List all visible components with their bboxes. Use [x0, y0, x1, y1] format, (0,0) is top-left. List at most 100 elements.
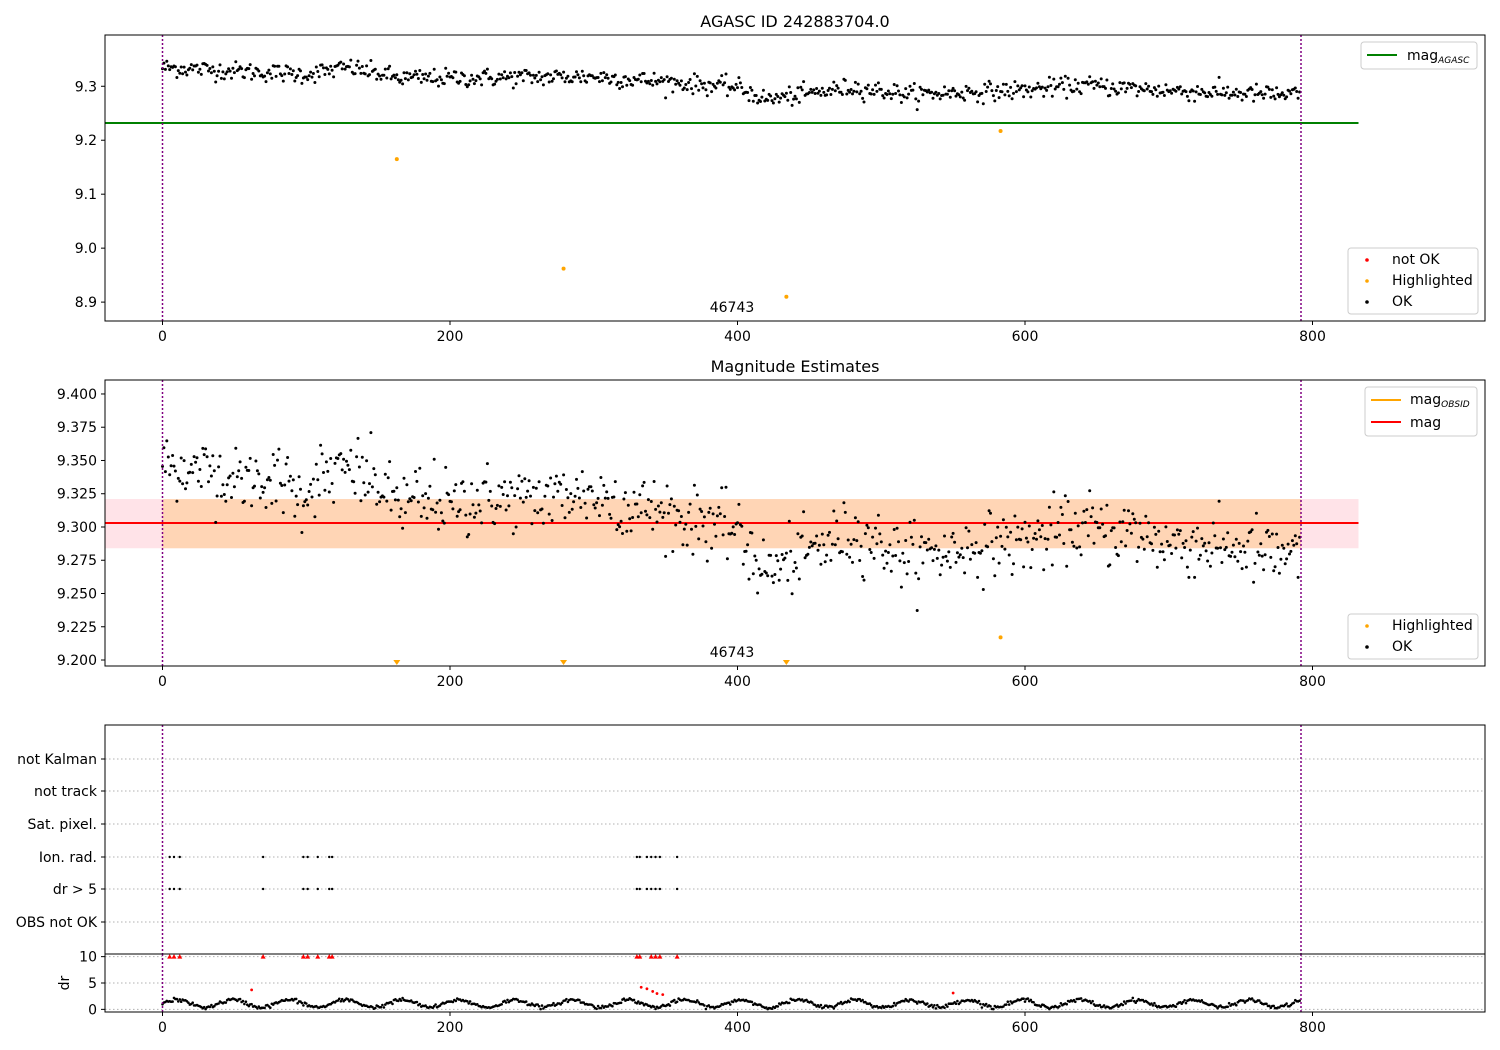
ok-point [1253, 93, 1257, 97]
ok-point [964, 526, 968, 530]
ok-point [606, 496, 610, 500]
dr-point [992, 1007, 995, 1011]
ok-point [720, 74, 724, 78]
dr-point [848, 1000, 851, 1004]
ok-point [967, 86, 971, 90]
ok-point [649, 500, 653, 503]
ok-point [277, 64, 281, 68]
ok-point [615, 83, 619, 87]
ok-point [848, 555, 852, 559]
ok-point [674, 82, 678, 86]
ok-point [651, 527, 655, 531]
ok-point [1152, 525, 1156, 529]
ok-point [530, 522, 534, 526]
ok-point [168, 473, 172, 477]
ok-point [1128, 522, 1132, 526]
ok-point [577, 496, 581, 500]
ok-point [771, 101, 775, 105]
ok-point [902, 95, 906, 99]
ok-point [569, 492, 573, 496]
ok-point [527, 71, 531, 75]
dr-clipped-marker [167, 954, 173, 959]
ok-point [690, 87, 693, 91]
dr-point [675, 1000, 679, 1004]
ok-point [425, 78, 429, 82]
ok-point [1022, 95, 1026, 99]
ok-point [395, 73, 399, 77]
ok-point [342, 457, 346, 461]
ok-point [1292, 543, 1296, 547]
dr-point [346, 998, 350, 1001]
ok-point [293, 514, 297, 518]
ok-point [240, 476, 244, 480]
ok-point [301, 504, 305, 508]
ok-point [1049, 523, 1053, 527]
ok-point [1000, 90, 1004, 94]
ok-point [1240, 567, 1244, 571]
ok-point [1170, 91, 1174, 95]
ok-point [684, 83, 688, 86]
ok-point [395, 486, 399, 490]
panel2-ytick-label: 9.400 [57, 387, 97, 403]
ok-point [339, 60, 343, 64]
ok-point [554, 474, 558, 478]
ok-point [858, 92, 862, 96]
panel2-xtick-label: 0 [158, 674, 167, 690]
ok-point [598, 514, 601, 518]
ok-point [786, 98, 790, 102]
ok-point [882, 566, 886, 570]
ok-point [386, 476, 390, 480]
dr-point [379, 1005, 383, 1009]
ok-point [215, 494, 219, 498]
ok-point [1050, 563, 1054, 567]
ok-point [198, 67, 202, 71]
ok-point [659, 501, 663, 505]
dr-point [204, 1007, 207, 1011]
ok-point [1026, 90, 1030, 94]
ok-point [1137, 90, 1141, 93]
ok-point [185, 481, 189, 485]
dr-point [776, 1005, 780, 1008]
ok-point [253, 484, 256, 488]
ok-point [500, 485, 504, 489]
dr-point [673, 998, 676, 1002]
ok-point [697, 537, 701, 541]
panel1-ytick-label: 9.1 [75, 187, 97, 203]
ok-point [675, 79, 679, 83]
ok-point [520, 71, 524, 75]
ok-point [1252, 580, 1256, 584]
ok-point [1144, 82, 1148, 86]
ok-point [376, 490, 380, 494]
highlighted-point [998, 635, 1003, 640]
ok-point [537, 480, 541, 484]
panel2-ytick-label: 9.300 [57, 520, 97, 536]
ok-point [813, 92, 817, 95]
panel1-xtick-label: 400 [724, 329, 751, 345]
ok-point [268, 72, 272, 76]
ok-point [340, 468, 344, 472]
dr-point [208, 1005, 212, 1009]
ok-point [746, 91, 750, 94]
ok-point [531, 485, 535, 489]
ok-point [1187, 99, 1191, 103]
ok-point [406, 500, 410, 504]
ok-point [777, 578, 781, 582]
ok-point [1263, 553, 1267, 557]
ok-point [329, 64, 333, 68]
ok-point [662, 78, 666, 82]
ok-point [1112, 526, 1116, 530]
ok-point [1216, 546, 1220, 550]
ok-point [1114, 89, 1118, 93]
ok-point [490, 77, 494, 81]
dr-point [1285, 1002, 1288, 1005]
ok-point [737, 76, 741, 80]
panel4-ytick-label: 5 [88, 976, 97, 992]
ok-point [790, 103, 794, 107]
ok-point [563, 516, 567, 520]
ok-point [274, 74, 278, 78]
ok-point [799, 85, 803, 89]
ok-point [1194, 539, 1198, 543]
ok-point [188, 66, 192, 70]
dr-point [921, 1000, 925, 1003]
